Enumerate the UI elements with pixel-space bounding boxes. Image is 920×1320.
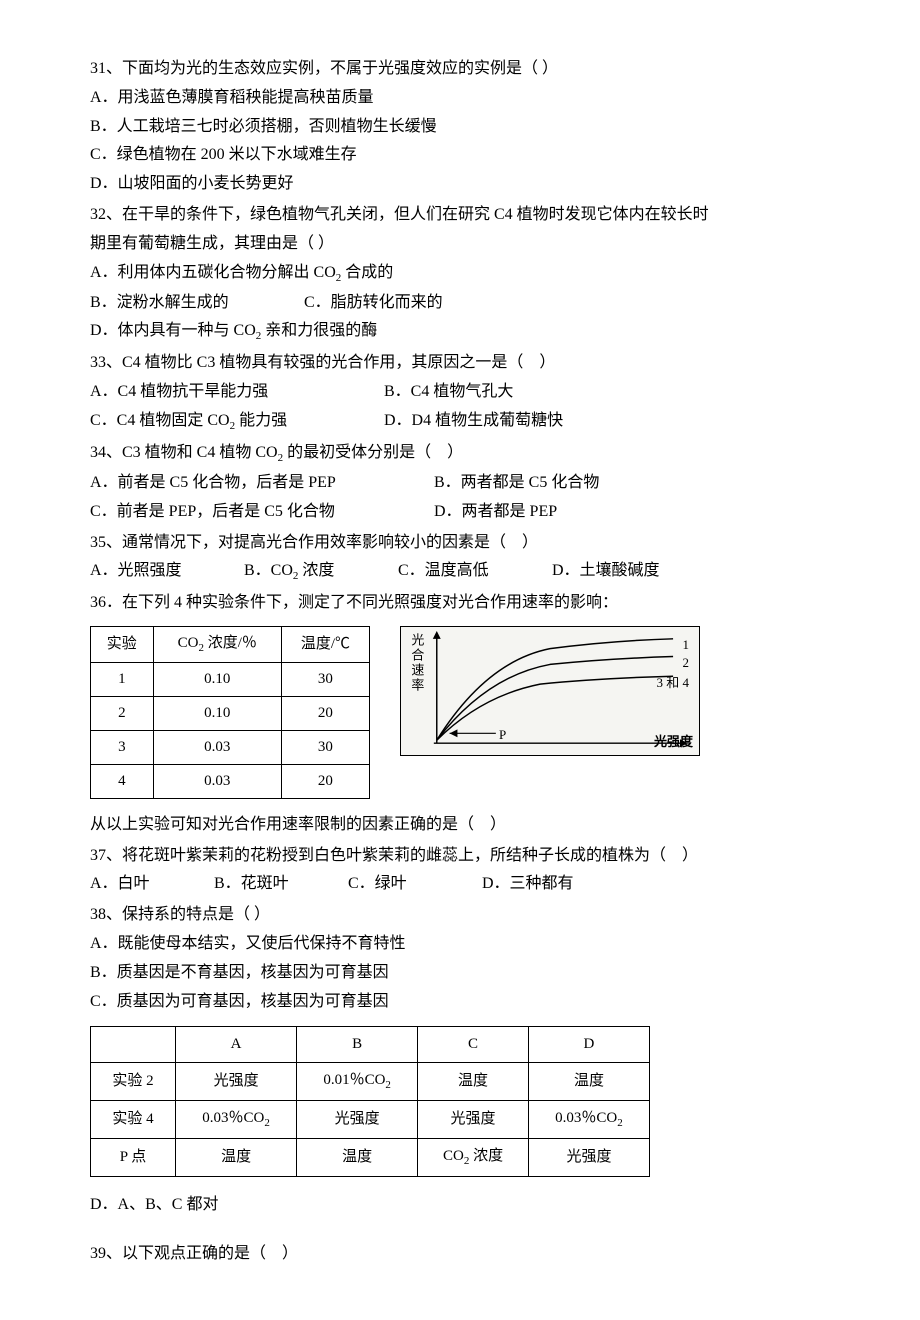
q31-opt-d: D．山坡阳面的小麦长势更好 — [90, 170, 850, 199]
q34-row2: C．前者是 PEP，后者是 C5 化合物 D．两者都是 PEP — [90, 498, 850, 527]
q34-stem: 34、C3 植物和 C4 植物 CO2 的最初受体分别是（ ） — [90, 439, 850, 469]
q32-options: A．利用体内五碳化合物分解出 CO2 合成的 B．淀粉水解生成的 C．脂肪转化而… — [90, 259, 850, 348]
q33-opt-a: A．C4 植物抗干旱能力强 — [90, 378, 380, 407]
curve-34 — [437, 676, 673, 740]
q33-opt-d: D．D4 植物生成葡萄糖快 — [384, 412, 563, 429]
question-36: 36．在下列 4 种实验条件下，测定了不同光照强度对光合作用速率的影响： 实验 … — [90, 589, 850, 839]
q36-table: 实验 CO2 浓度/％ 温度/℃ 10.1030 20.1020 30.0330… — [90, 626, 370, 799]
q31-opt-c: C．绿色植物在 200 米以下水域难生存 — [90, 141, 850, 170]
q37-opt-d: D．三种都有 — [482, 875, 574, 892]
q31-options: A．用浅蓝色薄膜育稻秧能提高秧苗质量 B．人工栽培三七时必须搭棚，否则植物生长缓… — [90, 84, 850, 199]
q32-opt-c: C．脂肪转化而来的 — [304, 294, 443, 311]
q32-opt-a: A．利用体内五碳化合物分解出 CO2 合成的 — [90, 259, 850, 289]
question-31: 31、下面均为光的生态效应实例，不属于光强度效应的实例是（ ） A．用浅蓝色薄膜… — [90, 55, 850, 199]
q36-conclusion: 从以上实验可知对光合作用速率限制的因素正确的是（ ） — [90, 811, 850, 840]
q36-chart: 光合速率 1 2 3 和 4 P 光强度 — [400, 626, 700, 756]
q32-opt-bc-row: B．淀粉水解生成的 C．脂肪转化而来的 — [90, 294, 443, 311]
chart-y-label: 光合速率 — [405, 633, 428, 693]
label-p: P — [499, 723, 506, 746]
q32-stem-line2: 期里有葡萄糖生成，其理由是（ ） — [90, 230, 850, 259]
q35-opt-c: C．温度高低 — [398, 557, 548, 586]
q38-stem: 38、保持系的特点是（ ） — [90, 901, 850, 930]
table-row: 20.1020 — [91, 696, 370, 730]
q38-opt-b: B．质基因是不育基因，核基因为可育基因 — [90, 959, 850, 988]
th-d: D — [528, 1027, 649, 1063]
table-row: 10.1030 — [91, 662, 370, 696]
q38-options: A．既能使母本结实，又使后代保持不育特性 B．质基因是不育基因，核基因为可育基因… — [90, 930, 850, 1016]
q38-opt-c: C．质基因为可育基因，核基因为可育基因 — [90, 988, 850, 1017]
q33-row2: C．C4 植物固定 CO2 能力强 D．D4 植物生成葡萄糖快 — [90, 407, 850, 437]
q37-opt-c: C．绿叶 — [348, 870, 478, 899]
q37-opt-a: A．白叶 — [90, 870, 210, 899]
curve-2 — [437, 657, 673, 741]
q37-options: A．白叶 B．花斑叶 C．绿叶 D．三种都有 — [90, 870, 850, 899]
table-row: A B C D — [91, 1027, 650, 1063]
q32-stem-line1: 32、在干旱的条件下，绿色植物气孔关闭，但人们在研究 C4 植物时发现它体内在较… — [90, 201, 850, 230]
question-32: 32、在干旱的条件下，绿色植物气孔关闭，但人们在研究 C4 植物时发现它体内在较… — [90, 201, 850, 347]
q39-stem: 39、以下观点正确的是（ ） — [90, 1240, 850, 1269]
chart-x-label: 光强度 — [654, 730, 693, 753]
q33-stem: 33、C4 植物比 C3 植物具有较强的光合作用，其原因之一是（ ） — [90, 349, 850, 378]
table-row: 实验 2 光强度 0.01％CO2 温度 温度 — [91, 1063, 650, 1101]
question-35: 35、通常情况下，对提高光合作用效率影响较小的因素是（ ） A．光照强度 B．C… — [90, 529, 850, 588]
q36-stem: 36．在下列 4 种实验条件下，测定了不同光照强度对光合作用速率的影响： — [90, 589, 850, 618]
th-temp: 温度/℃ — [281, 627, 369, 663]
q35-options: A．光照强度 B．CO2 浓度 C．温度高低 D．土壤酸碱度 — [90, 557, 850, 587]
question-39: 39、以下观点正确的是（ ） — [90, 1240, 850, 1269]
th-c: C — [418, 1027, 529, 1063]
th-b: B — [297, 1027, 418, 1063]
table-row: 30.0330 — [91, 730, 370, 764]
question-38: 38、保持系的特点是（ ） A．既能使母本结实，又使后代保持不育特性 B．质基因… — [90, 901, 850, 1219]
q35-stem: 35、通常情况下，对提高光合作用效率影响较小的因素是（ ） — [90, 529, 850, 558]
table-row: P 点 温度 温度 CO2 浓度 光强度 — [91, 1139, 650, 1177]
table-row: 实验 4 0.03％CO2 光强度 光强度 0.03％CO2 — [91, 1101, 650, 1139]
curve-1 — [437, 639, 673, 740]
q36-figure-row: 实验 CO2 浓度/％ 温度/℃ 10.1030 20.1020 30.0330… — [90, 626, 850, 799]
question-34: 34、C3 植物和 C4 植物 CO2 的最初受体分别是（ ） A．前者是 C5… — [90, 439, 850, 527]
q34-row1: A．前者是 C5 化合物，后者是 PEP B．两者都是 C5 化合物 — [90, 469, 850, 498]
q34-opt-a: A．前者是 C5 化合物，后者是 PEP — [90, 469, 430, 498]
table-row: 40.0320 — [91, 764, 370, 798]
q32-opt-b: B．淀粉水解生成的 — [90, 289, 300, 318]
q34-opt-c: C．前者是 PEP，后者是 C5 化合物 — [90, 498, 430, 527]
y-arrow-icon — [433, 631, 441, 639]
q38-answer-table: A B C D 实验 2 光强度 0.01％CO2 温度 温度 实验 4 0.0… — [90, 1026, 650, 1176]
q33-row1: A．C4 植物抗干旱能力强 B．C4 植物气孔大 — [90, 378, 850, 407]
th-exp: 实验 — [91, 627, 154, 663]
q34-opt-d: D．两者都是 PEP — [434, 503, 557, 520]
spacer — [90, 1222, 850, 1240]
label-curve-34: 3 和 4 — [656, 671, 689, 694]
q35-opt-a: A．光照强度 — [90, 557, 240, 586]
p-arrow-icon — [450, 729, 458, 737]
q38-opt-a: A．既能使母本结实，又使后代保持不育特性 — [90, 930, 850, 959]
q32-opt-d: D．体内具有一种与 CO2 亲和力很强的酶 — [90, 317, 850, 347]
question-33: 33、C4 植物比 C3 植物具有较强的光合作用，其原因之一是（ ） A．C4 … — [90, 349, 850, 437]
th-blank — [91, 1027, 176, 1063]
q38-opt-d: D．A、B、C 都对 — [90, 1191, 850, 1220]
q33-opt-b: B．C4 植物气孔大 — [384, 383, 513, 400]
q34-opt-b: B．两者都是 C5 化合物 — [434, 474, 599, 491]
q31-stem: 31、下面均为光的生态效应实例，不属于光强度效应的实例是（ ） — [90, 55, 850, 84]
q37-stem: 37、将花斑叶紫茉莉的花粉授到白色叶紫茉莉的雌蕊上，所结种子长成的植株为（ ） — [90, 842, 850, 871]
q35-opt-d: D．土壤酸碱度 — [552, 562, 660, 579]
q35-opt-b: B．CO2 浓度 — [244, 557, 394, 587]
th-co2: CO2 浓度/％ — [153, 627, 281, 663]
q37-opt-b: B．花斑叶 — [214, 870, 344, 899]
question-37: 37、将花斑叶紫茉莉的花粉授到白色叶紫茉莉的雌蕊上，所结种子长成的植株为（ ） … — [90, 842, 850, 900]
table-row: 实验 CO2 浓度/％ 温度/℃ — [91, 627, 370, 663]
q31-opt-b: B．人工栽培三七时必须搭棚，否则植物生长缓慢 — [90, 113, 850, 142]
q33-opt-c: C．C4 植物固定 CO2 能力强 — [90, 407, 380, 437]
th-a: A — [176, 1027, 297, 1063]
q31-opt-a: A．用浅蓝色薄膜育稻秧能提高秧苗质量 — [90, 84, 850, 113]
